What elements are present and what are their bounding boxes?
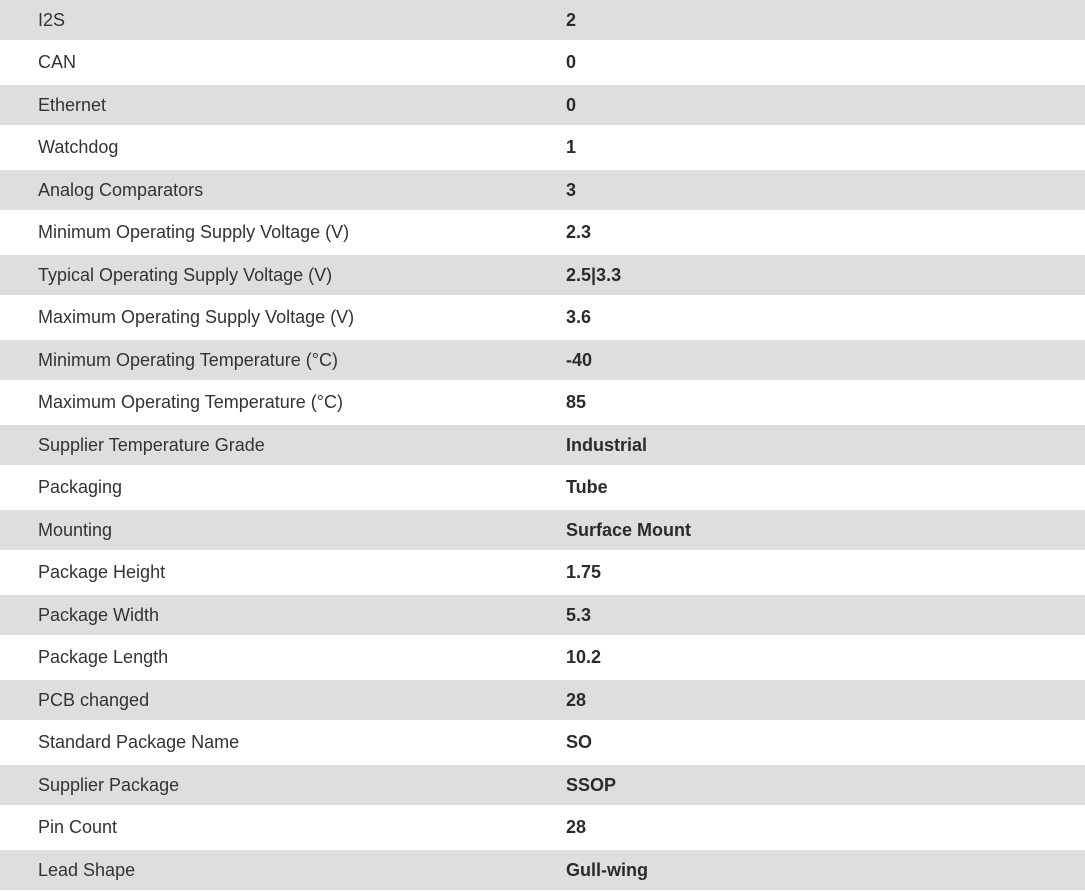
spec-value: Industrial	[566, 425, 1085, 465]
spec-row: Minimum Operating Temperature (°C) -40	[0, 340, 1085, 380]
spec-label: Pin Count	[0, 805, 566, 850]
spec-label: Typical Operating Supply Voltage (V)	[0, 255, 566, 295]
spec-value: Surface Mount	[566, 510, 1085, 550]
spec-row: Maximum Operating Supply Voltage (V) 3.6	[0, 295, 1085, 340]
spec-row: Typical Operating Supply Voltage (V) 2.5|…	[0, 255, 1085, 295]
spec-row: Minimum Operating Supply Voltage (V) 2.3	[0, 210, 1085, 255]
spec-label: I2S	[0, 0, 566, 40]
spec-value: 0	[566, 85, 1085, 125]
spec-row: Supplier Package SSOP	[0, 765, 1085, 805]
spec-value: -40	[566, 340, 1085, 380]
spec-row: Pin Count 28	[0, 805, 1085, 850]
spec-row: Maximum Operating Temperature (°C) 85	[0, 380, 1085, 425]
spec-label: Minimum Operating Supply Voltage (V)	[0, 210, 566, 255]
spec-row: Lead Shape Gull-wing	[0, 850, 1085, 890]
spec-label: CAN	[0, 40, 566, 85]
spec-label: Analog Comparators	[0, 170, 566, 210]
spec-value: 3	[566, 170, 1085, 210]
spec-value: 28	[566, 680, 1085, 720]
spec-label: Maximum Operating Supply Voltage (V)	[0, 295, 566, 340]
spec-label: Package Height	[0, 550, 566, 595]
spec-row: Package Height 1.75	[0, 550, 1085, 595]
spec-value: SSOP	[566, 765, 1085, 805]
spec-label: Packaging	[0, 465, 566, 510]
spec-label: Package Length	[0, 635, 566, 680]
spec-label: Supplier Package	[0, 765, 566, 805]
spec-label: Watchdog	[0, 125, 566, 170]
spec-label: Maximum Operating Temperature (°C)	[0, 380, 566, 425]
spec-row: Packaging Tube	[0, 465, 1085, 510]
spec-row: Standard Package Name SO	[0, 720, 1085, 765]
spec-label: Supplier Temperature Grade	[0, 425, 566, 465]
spec-row: Package Width 5.3	[0, 595, 1085, 635]
spec-row: Ethernet 0	[0, 85, 1085, 125]
spec-value: 28	[566, 805, 1085, 850]
spec-row: CAN 0	[0, 40, 1085, 85]
spec-value: 5.3	[566, 595, 1085, 635]
spec-value: 85	[566, 380, 1085, 425]
spec-value: SO	[566, 720, 1085, 765]
spec-row: Mounting Surface Mount	[0, 510, 1085, 550]
spec-row: Package Length 10.2	[0, 635, 1085, 680]
spec-label: Mounting	[0, 510, 566, 550]
spec-value: 1	[566, 125, 1085, 170]
spec-value: Gull-wing	[566, 850, 1085, 890]
spec-value: 1.75	[566, 550, 1085, 595]
spec-row: I2S 2	[0, 0, 1085, 40]
spec-label: PCB changed	[0, 680, 566, 720]
spec-row: Watchdog 1	[0, 125, 1085, 170]
spec-value: 2.3	[566, 210, 1085, 255]
spec-value: 0	[566, 40, 1085, 85]
spec-value: Tube	[566, 465, 1085, 510]
spec-value: 10.2	[566, 635, 1085, 680]
spec-row: Analog Comparators 3	[0, 170, 1085, 210]
spec-row: Supplier Temperature Grade Industrial	[0, 425, 1085, 465]
spec-label: Minimum Operating Temperature (°C)	[0, 340, 566, 380]
spec-label: Lead Shape	[0, 850, 566, 890]
spec-label: Package Width	[0, 595, 566, 635]
spec-value: 2.5|3.3	[566, 255, 1085, 295]
spec-value: 2	[566, 0, 1085, 40]
spec-label: Standard Package Name	[0, 720, 566, 765]
spec-label: Ethernet	[0, 85, 566, 125]
spec-value: 3.6	[566, 295, 1085, 340]
spec-row: PCB changed 28	[0, 680, 1085, 720]
